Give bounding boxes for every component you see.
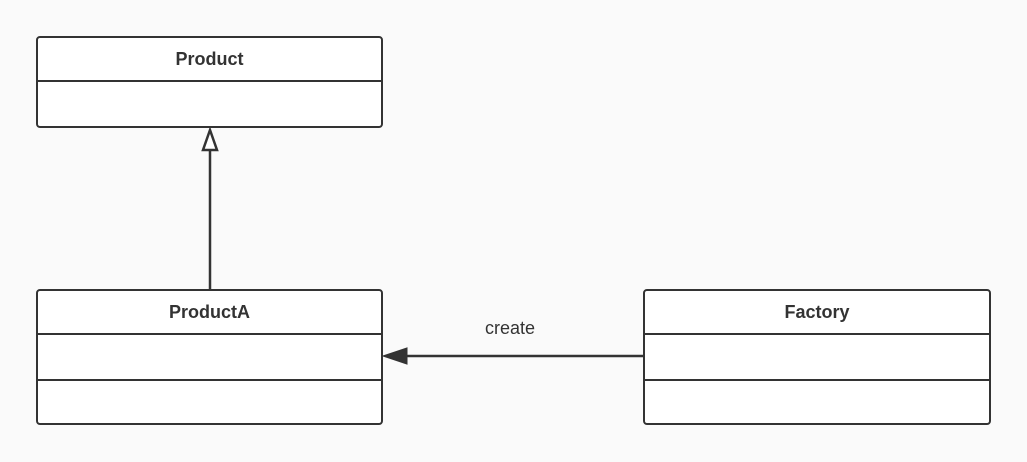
generalization-arrowhead-icon xyxy=(201,126,219,152)
class-box-factory[interactable]: Factory xyxy=(643,289,991,425)
class-attributes-section xyxy=(645,335,989,379)
class-name: Product xyxy=(38,38,381,82)
class-box-product[interactable]: Product xyxy=(36,36,383,128)
class-name: Factory xyxy=(645,291,989,335)
class-methods-section xyxy=(38,379,381,423)
class-methods-section xyxy=(645,379,989,423)
create-arrowhead-icon xyxy=(381,347,408,365)
create-relation-label: create xyxy=(484,318,536,338)
class-name: ProductA xyxy=(38,291,381,335)
class-box-producta[interactable]: ProductA xyxy=(36,289,383,425)
class-attributes-section xyxy=(38,82,381,126)
class-attributes-section xyxy=(38,335,381,379)
